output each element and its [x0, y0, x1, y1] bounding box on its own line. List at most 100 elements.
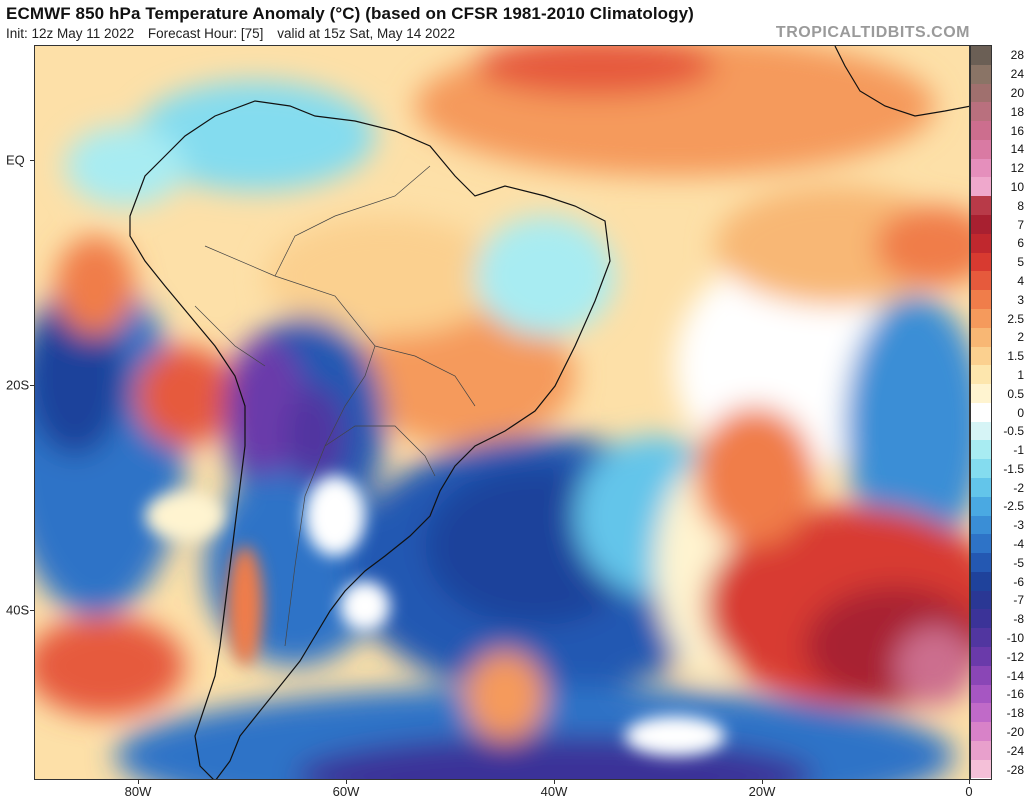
colorbar-swatch — [971, 628, 991, 647]
colorbar-swatch — [971, 215, 991, 234]
colorbar-swatch — [971, 177, 991, 197]
lon-label-0: 0 — [965, 784, 973, 799]
colorbar-swatch — [971, 346, 991, 366]
colorbar-label: 20 — [1010, 85, 1024, 100]
colorbar-label: -10 — [1006, 631, 1024, 646]
colorbar-label: 18 — [1010, 104, 1024, 119]
colorbar-swatch — [971, 477, 991, 497]
colorbar-label: 3 — [1017, 292, 1024, 307]
colorbar-swatch — [971, 83, 991, 103]
colorbar-swatch — [971, 271, 991, 291]
colorbar-label: -1.5 — [1003, 461, 1024, 476]
colorbar — [970, 45, 992, 780]
colorbar-label: 5 — [1017, 255, 1024, 270]
colorbar-swatch — [971, 534, 991, 554]
anomaly-map — [34, 45, 970, 780]
colorbar-label: 0 — [1017, 405, 1024, 420]
colorbar-label: -24 — [1006, 743, 1024, 758]
colorbar-label: -1 — [1013, 443, 1024, 458]
colorbar-label: -5 — [1013, 555, 1024, 570]
site-watermark: TROPICALTIDBITS.COM — [775, 24, 970, 41]
colorbar-label: -8 — [1013, 612, 1024, 627]
colorbar-label: -18 — [1006, 706, 1024, 721]
colorbar-swatch — [971, 421, 991, 441]
country-borders — [194, 165, 476, 647]
colorbar-label: -3 — [1013, 518, 1024, 533]
colorbar-swatch — [971, 647, 991, 666]
colorbar-swatch — [971, 46, 991, 65]
lon-label-20w: 20W — [748, 784, 776, 799]
africa-coastline — [834, 46, 969, 117]
colorbar-label: -4 — [1013, 537, 1024, 552]
colorbar-swatch — [971, 553, 991, 572]
colorbar-swatch — [971, 722, 991, 741]
colorbar-swatch — [971, 459, 991, 478]
colorbar-swatch — [971, 590, 991, 610]
valid-time: valid at 15z Sat, May 14 2022 — [277, 26, 456, 41]
lat-label-40s: 40S — [6, 602, 30, 618]
lat-tick-20s — [30, 385, 34, 386]
colorbar-swatch — [971, 440, 991, 460]
colorbar-label: -2.5 — [1003, 499, 1024, 514]
lon-tick-80w — [138, 780, 139, 784]
run-info: Init: 12z May 11 2022 Forecast Hour: [75… — [6, 26, 465, 41]
colorbar-label: -0.5 — [1003, 424, 1024, 439]
colorbar-label: 24 — [1010, 67, 1024, 82]
lon-label-80w: 80W — [124, 784, 152, 799]
lat-tick-40s — [30, 610, 34, 611]
colorbar-swatch — [971, 233, 991, 253]
colorbar-swatch — [971, 759, 991, 779]
colorbar-swatch — [971, 290, 991, 309]
colorbar-swatch — [971, 327, 991, 347]
colorbar-label: 28 — [1010, 48, 1024, 63]
colorbar-label: 14 — [1010, 142, 1024, 157]
colorbar-label: 4 — [1017, 273, 1024, 288]
colorbar-label: -16 — [1006, 687, 1024, 702]
colorbar-label: -20 — [1006, 725, 1024, 739]
colorbar-label: 0.5 — [1007, 386, 1024, 401]
map-canvas — [35, 46, 969, 779]
lon-tick-60w — [346, 780, 347, 784]
colorbar-swatch — [971, 365, 991, 385]
colorbar-swatch — [971, 609, 991, 629]
colorbar-label: 2.5 — [1007, 311, 1024, 326]
colorbar-swatch — [971, 740, 991, 760]
lon-tick-0 — [969, 780, 970, 784]
south-america-coastline — [129, 100, 611, 779]
colorbar-swatch — [971, 402, 991, 422]
colorbar-label: -14 — [1006, 668, 1024, 683]
colorbar-label: 1 — [1017, 367, 1024, 382]
lon-label-60w: 60W — [332, 784, 360, 799]
colorbar-swatch — [971, 252, 991, 272]
colorbar-swatch — [971, 139, 991, 159]
colorbar-label: -7 — [1013, 593, 1024, 608]
lat-label-20s: 20S — [6, 377, 30, 393]
lat-label-eq: EQ — [6, 152, 25, 168]
colorbar-label: 1.5 — [1007, 349, 1024, 364]
colorbar-swatch — [971, 684, 991, 704]
colorbar-label: 6 — [1017, 236, 1024, 251]
colorbar-swatch — [971, 384, 991, 403]
colorbar-labels: 28 24 20 18 16 14 12 10 8 7 6 5 4 3 2.5 2 1.5 1 0.5 0 -0.5 -1… — [995, 45, 1024, 780]
colorbar-label: -6 — [1013, 574, 1024, 589]
lat-tick-eq — [30, 160, 34, 161]
colorbar-swatch — [971, 102, 991, 122]
colorbar-swatch — [971, 196, 991, 216]
lon-label-40w: 40W — [540, 784, 568, 799]
colorbar-swatch — [971, 64, 991, 84]
colorbar-swatch — [971, 703, 991, 723]
colorbar-swatch — [971, 308, 991, 328]
colorbar-swatch — [971, 571, 991, 591]
lon-tick-20w — [762, 780, 763, 784]
colorbar-label: -12 — [1006, 649, 1024, 664]
anomaly-field — [35, 46, 969, 779]
colorbar-label: 12 — [1010, 161, 1024, 176]
lon-tick-40w — [554, 780, 555, 784]
colorbar-label: 10 — [1010, 179, 1024, 194]
init-time: Init: 12z May 11 2022 — [6, 26, 135, 41]
colorbar-label: 7 — [1017, 217, 1024, 232]
colorbar-swatch — [971, 121, 991, 140]
colorbar-swatch — [971, 515, 991, 535]
colorbar-swatch — [971, 665, 991, 685]
colorbar-swatch — [971, 158, 991, 178]
